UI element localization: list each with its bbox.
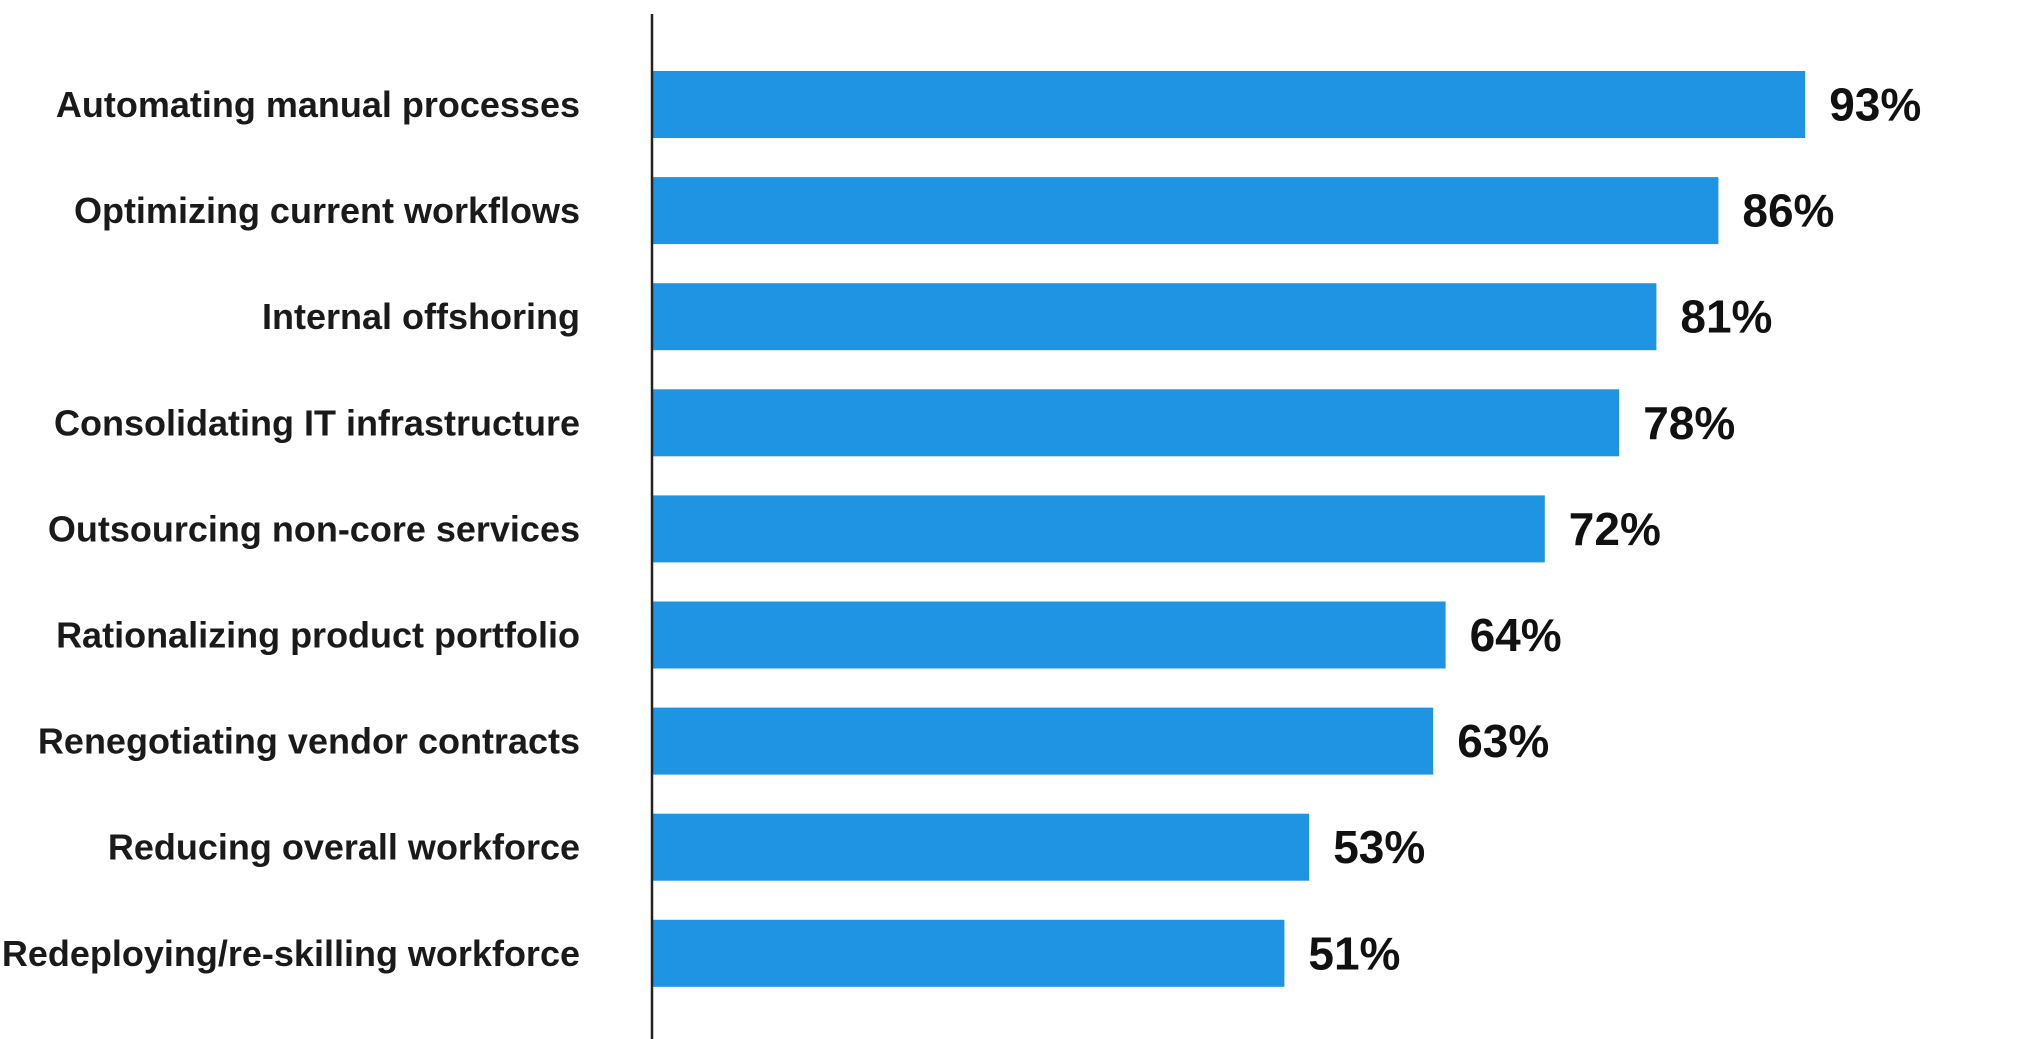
- bar: [652, 71, 1806, 138]
- category-label: Reducing overall workforce: [108, 827, 580, 868]
- bar: [652, 601, 1446, 669]
- category-label: Internal offshoring: [262, 296, 580, 337]
- category-label: Redeploying/re-skilling workforce: [2, 933, 580, 974]
- value-label: 64%: [1470, 609, 1562, 661]
- category-labels-group: Automating manual processes Optimizing cu…: [2, 84, 580, 974]
- bar: [652, 707, 1434, 775]
- value-label: 86%: [1742, 185, 1834, 237]
- bar: [652, 177, 1719, 245]
- category-label: Rationalizing product portfolio: [56, 615, 580, 656]
- category-label: Optimizing current workflows: [74, 190, 580, 231]
- bar: [652, 389, 1620, 457]
- bars-group: [652, 71, 1806, 987]
- bar: [652, 813, 1310, 881]
- category-label: Renegotiating vendor contracts: [38, 721, 580, 762]
- bar: [652, 495, 1545, 563]
- bar: [652, 919, 1285, 987]
- value-label: 78%: [1643, 397, 1735, 449]
- category-label: Consolidating IT infrastructure: [54, 402, 580, 443]
- category-label: Automating manual processes: [56, 84, 580, 125]
- value-label: 51%: [1308, 927, 1400, 979]
- value-label: 53%: [1333, 821, 1425, 873]
- value-label: 72%: [1569, 503, 1661, 555]
- value-label: 93%: [1829, 79, 1921, 131]
- value-label: 63%: [1457, 715, 1549, 767]
- value-label: 81%: [1680, 291, 1772, 343]
- category-label: Outsourcing non-core services: [48, 508, 580, 549]
- bar: [652, 283, 1657, 351]
- value-labels-group: 93% 86% 81% 78% 72% 64% 63% 53% 51%: [1308, 79, 1921, 980]
